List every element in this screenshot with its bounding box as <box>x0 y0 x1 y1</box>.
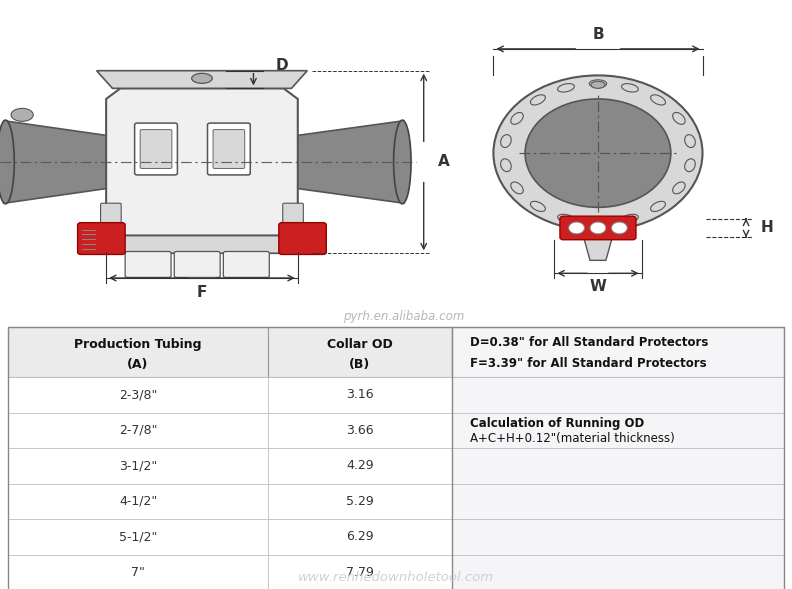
FancyBboxPatch shape <box>135 123 177 175</box>
Bar <box>8 448 268 484</box>
Polygon shape <box>4 121 107 203</box>
Text: Collar OD: Collar OD <box>327 337 393 350</box>
Ellipse shape <box>0 120 14 204</box>
Text: B: B <box>592 27 604 42</box>
Polygon shape <box>97 71 307 88</box>
Ellipse shape <box>11 108 33 121</box>
Polygon shape <box>297 121 404 203</box>
Ellipse shape <box>501 135 511 147</box>
FancyBboxPatch shape <box>125 252 171 277</box>
Bar <box>8 327 268 377</box>
Polygon shape <box>581 226 615 260</box>
Text: D=0.38" for All Standard Protectors: D=0.38" for All Standard Protectors <box>470 336 708 349</box>
Text: 5.29: 5.29 <box>346 495 374 508</box>
FancyBboxPatch shape <box>208 123 250 175</box>
Ellipse shape <box>394 120 411 204</box>
FancyBboxPatch shape <box>213 130 245 168</box>
Bar <box>268 412 452 448</box>
Ellipse shape <box>591 81 605 88</box>
Text: H: H <box>760 220 773 236</box>
Bar <box>8 554 268 589</box>
Bar <box>452 377 784 412</box>
Text: (A): (A) <box>128 358 149 370</box>
Bar <box>8 377 268 412</box>
FancyBboxPatch shape <box>279 223 326 254</box>
Text: 3.16: 3.16 <box>346 388 374 401</box>
Ellipse shape <box>589 219 607 226</box>
Text: 5-1/2": 5-1/2" <box>119 530 157 543</box>
Text: www.renhedownholetool.com: www.renhedownholetool.com <box>298 571 494 584</box>
Bar <box>268 519 452 554</box>
Ellipse shape <box>511 112 524 124</box>
Text: 6.29: 6.29 <box>346 530 374 543</box>
Text: pyrh.en.alibaba.com: pyrh.en.alibaba.com <box>343 310 465 323</box>
FancyBboxPatch shape <box>283 203 303 232</box>
Text: 7.79: 7.79 <box>346 566 374 579</box>
Ellipse shape <box>622 84 638 92</box>
Text: 2-7/8": 2-7/8" <box>119 423 158 437</box>
Bar <box>452 519 784 554</box>
FancyBboxPatch shape <box>78 223 125 254</box>
Ellipse shape <box>650 95 665 105</box>
Ellipse shape <box>558 214 574 223</box>
Ellipse shape <box>531 95 546 105</box>
Bar <box>452 448 784 484</box>
Bar <box>8 484 268 519</box>
FancyBboxPatch shape <box>223 252 269 277</box>
Ellipse shape <box>531 201 546 211</box>
Ellipse shape <box>685 135 695 147</box>
Bar <box>268 448 452 484</box>
Text: F: F <box>196 285 208 300</box>
Text: 3-1/2": 3-1/2" <box>119 459 157 472</box>
FancyBboxPatch shape <box>560 216 636 240</box>
Ellipse shape <box>558 84 574 92</box>
Ellipse shape <box>685 159 695 171</box>
Bar <box>268 377 452 412</box>
Text: Calculation of Running OD: Calculation of Running OD <box>470 418 644 431</box>
Bar <box>8 412 268 448</box>
Text: 7": 7" <box>131 566 145 579</box>
Bar <box>268 484 452 519</box>
Text: (B): (B) <box>349 358 371 370</box>
Bar <box>268 327 452 377</box>
Circle shape <box>569 222 584 234</box>
Circle shape <box>590 222 606 234</box>
Polygon shape <box>106 88 298 236</box>
Text: 4-1/2": 4-1/2" <box>119 495 157 508</box>
Bar <box>8 519 268 554</box>
Ellipse shape <box>650 201 665 211</box>
Text: W: W <box>589 279 607 294</box>
Text: A+C+H+0.12"(material thickness): A+C+H+0.12"(material thickness) <box>470 432 675 445</box>
FancyBboxPatch shape <box>174 252 220 277</box>
Polygon shape <box>97 236 307 253</box>
Ellipse shape <box>192 74 212 84</box>
Circle shape <box>611 222 627 234</box>
Text: 3.66: 3.66 <box>346 423 374 437</box>
Bar <box>268 554 452 589</box>
Text: 4.29: 4.29 <box>346 459 374 472</box>
Text: 2-3/8": 2-3/8" <box>119 388 157 401</box>
Circle shape <box>493 75 703 231</box>
Circle shape <box>525 99 671 207</box>
Bar <box>452 554 784 589</box>
Ellipse shape <box>672 182 685 194</box>
Bar <box>452 412 784 448</box>
Ellipse shape <box>589 80 607 88</box>
Text: A: A <box>438 154 450 170</box>
FancyBboxPatch shape <box>140 130 172 168</box>
Ellipse shape <box>622 214 638 223</box>
Ellipse shape <box>511 182 524 194</box>
FancyBboxPatch shape <box>101 203 121 232</box>
Bar <box>452 327 784 377</box>
Bar <box>452 484 784 519</box>
Text: D: D <box>276 58 288 74</box>
Text: F=3.39" for All Standard Protectors: F=3.39" for All Standard Protectors <box>470 356 706 369</box>
Ellipse shape <box>501 159 511 171</box>
Text: Production Tubing: Production Tubing <box>74 337 202 350</box>
Ellipse shape <box>672 112 685 124</box>
